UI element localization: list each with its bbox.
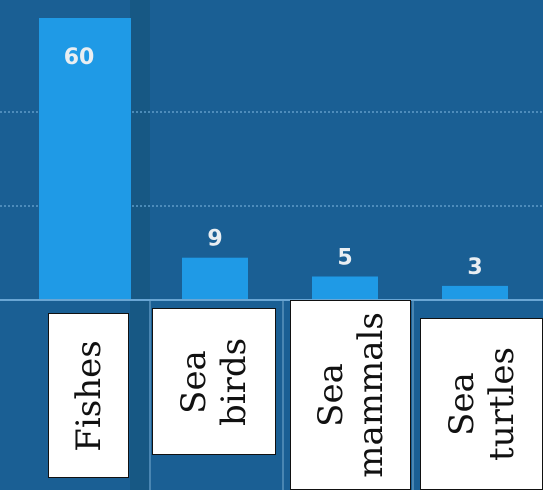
- category-label-box: Sea mammals: [290, 300, 411, 490]
- bar-fishes: [39, 18, 131, 300]
- column-band: [130, 0, 150, 490]
- value-label: 5: [337, 246, 352, 271]
- category-label: Fishes: [68, 339, 109, 452]
- value-label: 9: [207, 227, 222, 252]
- category-label-box: Fishes: [48, 313, 129, 478]
- bar-sea-turtles: [442, 285, 508, 300]
- category-label: Sea birds: [174, 337, 254, 426]
- category-label-box: Sea birds: [152, 308, 276, 455]
- category-label: Sea mammals: [310, 312, 391, 478]
- bar-sea-mammals: [312, 276, 378, 300]
- category-label-box: Sea turtles: [420, 318, 543, 490]
- category-label: Sea turtles: [441, 347, 522, 461]
- value-label: 3: [467, 255, 482, 280]
- value-label: 60: [64, 45, 95, 70]
- bar-sea-birds: [182, 257, 248, 300]
